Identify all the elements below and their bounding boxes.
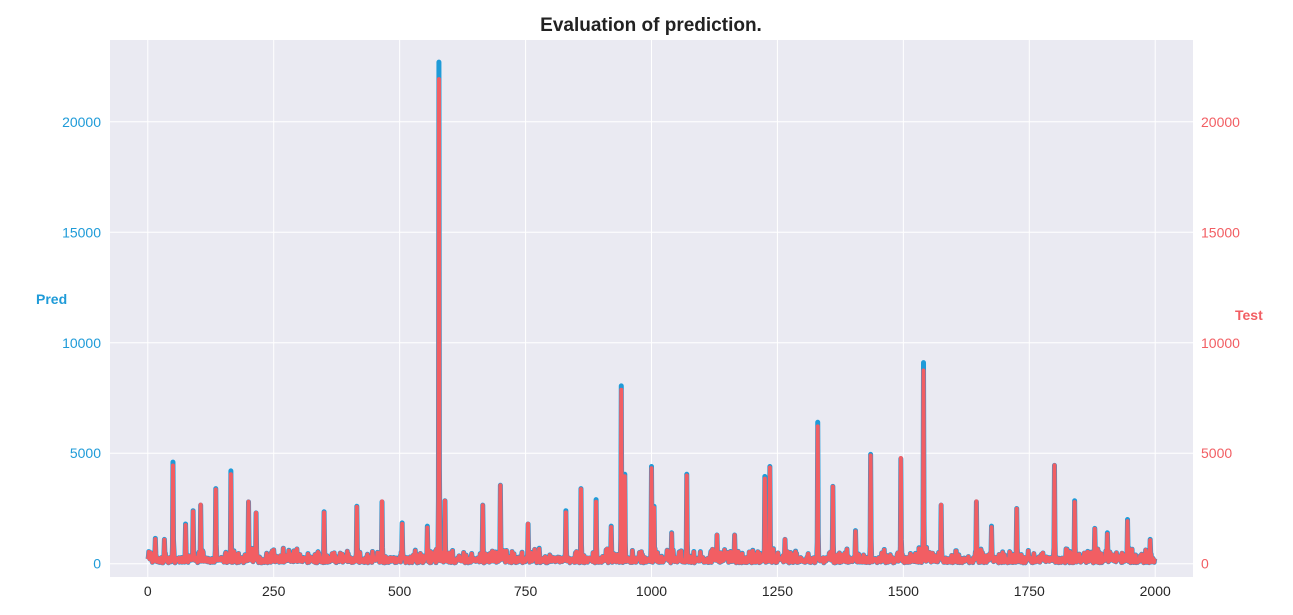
chart-title: Evaluation of prediction.: [540, 15, 762, 36]
y-tick-label-left: 20000: [62, 114, 101, 130]
y-tick-label-right: 15000: [1201, 224, 1240, 240]
x-tick-label: 0: [144, 583, 152, 599]
y-tick-label-right: 5000: [1201, 445, 1232, 461]
y-tick-label-left: 15000: [62, 224, 101, 240]
series-test-line: [145, 77, 1157, 565]
y-tick-label-right: 0: [1201, 556, 1209, 572]
x-tick-label: 750: [514, 583, 538, 599]
y-tick-label-right: 10000: [1201, 335, 1240, 351]
y-axis-label-right: Test: [1235, 307, 1263, 323]
y-tick-label-left: 5000: [70, 445, 101, 461]
series-test: [145, 77, 1157, 565]
y-tick-label-right: 20000: [1201, 114, 1240, 130]
x-tick-label: 500: [388, 583, 412, 599]
y-tick-label-left: 0: [93, 556, 101, 572]
x-tick-label: 250: [262, 583, 286, 599]
x-tick-label: 1000: [636, 583, 667, 599]
x-tick-label: 1500: [888, 583, 919, 599]
ticks: 0 250 500 750 1000 1250 1500 1750 20000500010000…: [62, 114, 1240, 599]
x-tick-label: 2000: [1140, 583, 1171, 599]
y-tick-label-left: 10000: [62, 335, 101, 351]
x-tick-label: 1750: [1014, 583, 1045, 599]
x-tick-label: 1250: [762, 583, 793, 599]
y-axis-label-left: Pred: [36, 291, 67, 307]
